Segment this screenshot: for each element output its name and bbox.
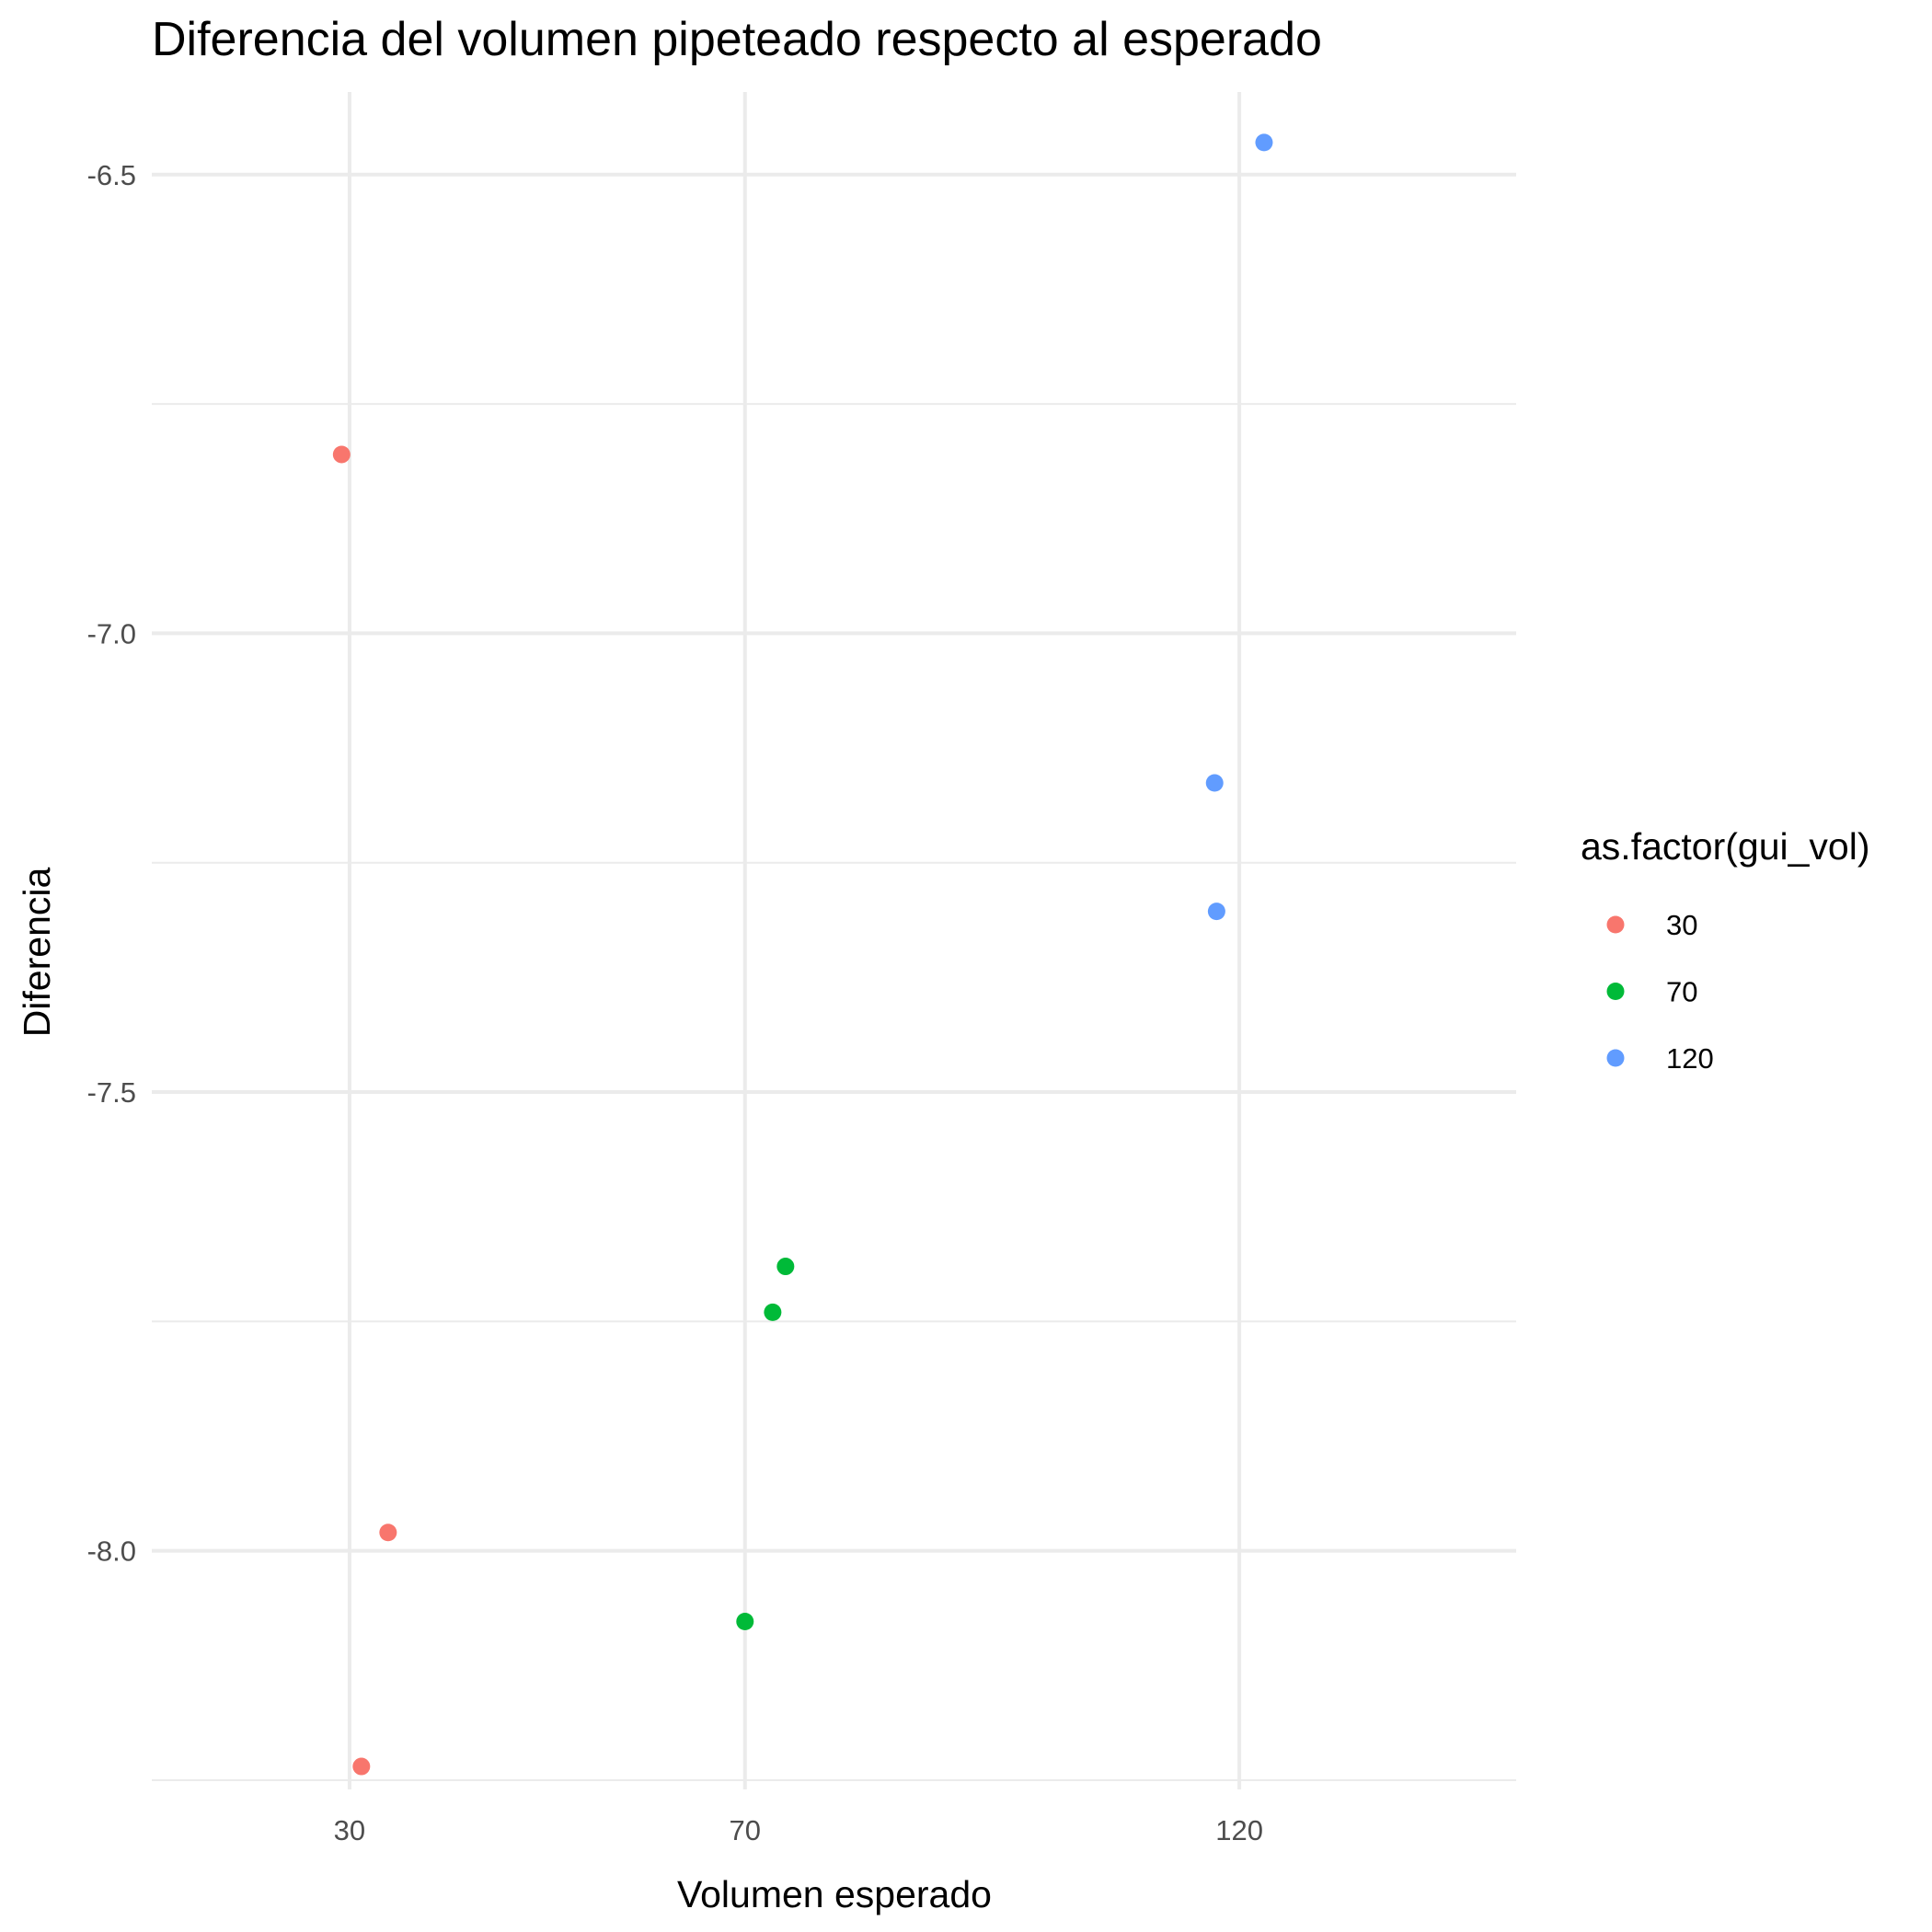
- legend: as.factor(gui_vol) 30 70 120: [1581, 825, 1869, 1075]
- legend-key-30: [1606, 915, 1625, 934]
- y-axis-title: Diferencia: [16, 868, 58, 1038]
- legend-label-70: 70: [1666, 976, 1697, 1008]
- chart-title: Diferencia del volumen pipeteado respect…: [152, 13, 1322, 66]
- data-point-30: [379, 1524, 397, 1542]
- x-axis-title: Volumen esperado: [677, 1873, 992, 1915]
- legend-title: as.factor(gui_vol): [1581, 825, 1869, 868]
- data-point-30: [352, 1757, 371, 1776]
- y-tick-label: -8.0: [87, 1535, 136, 1568]
- data-point-120: [1207, 903, 1225, 921]
- x-tick-label: 30: [334, 1814, 365, 1846]
- x-tick-label: 70: [730, 1814, 761, 1846]
- data-points: [332, 133, 1273, 1776]
- legend-key-120: [1606, 1049, 1625, 1067]
- legend-label-120: 120: [1666, 1042, 1714, 1075]
- data-point-30: [332, 445, 351, 464]
- x-axis-ticks: 30 70 120: [334, 1814, 1263, 1846]
- legend-label-30: 30: [1666, 909, 1697, 941]
- legend-key-70: [1606, 983, 1625, 1000]
- y-tick-label: -7.0: [87, 617, 136, 650]
- y-tick-label: -7.5: [87, 1076, 136, 1109]
- legend-items: 30 70 120: [1606, 909, 1714, 1075]
- y-axis-ticks: -8.0 -7.5 -7.0 -6.5: [87, 159, 136, 1568]
- data-point-70: [736, 1612, 754, 1630]
- data-point-120: [1205, 774, 1224, 792]
- data-point-120: [1255, 133, 1273, 152]
- data-point-70: [764, 1303, 782, 1321]
- x-tick-label: 120: [1215, 1814, 1263, 1846]
- data-point-70: [776, 1258, 795, 1276]
- grid-lines: [152, 92, 1516, 1789]
- y-tick-label: -6.5: [87, 159, 136, 191]
